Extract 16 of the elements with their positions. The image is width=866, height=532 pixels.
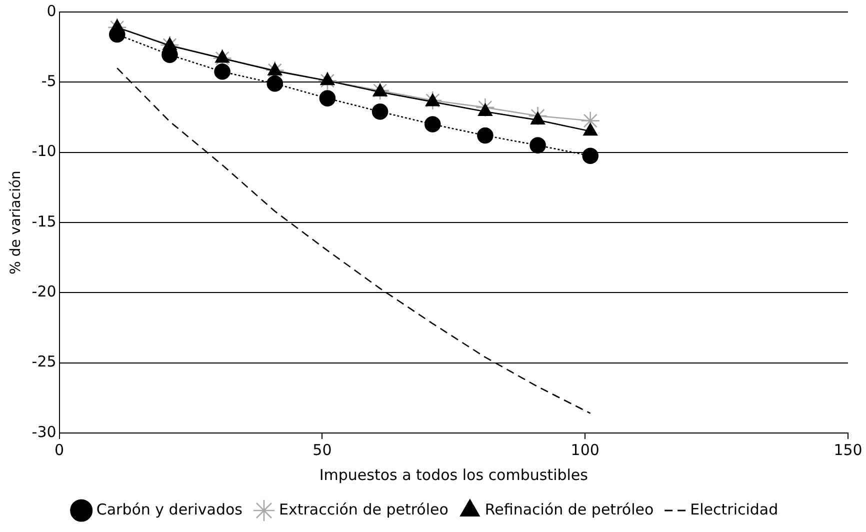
legend-label: Electricidad [690,500,778,518]
x-tick-label: 100 [570,440,600,459]
legend-label: Extracción de petróleo [278,500,448,518]
y-tick-label: -10 [32,142,56,160]
x-axis-title: Impuestos a todos los combustibles [319,466,588,484]
y-tick-label: -25 [32,352,56,371]
legend-label: Carbón y derivados [96,500,243,518]
y-axis-title: % de variación [8,170,24,274]
y-tick-label: -5 [41,72,56,90]
x-tick-label: 150 [834,440,862,459]
y-tick-label: -30 [32,422,56,441]
legend-label: Refinación de petróleo [484,500,654,518]
y-tick-label: -15 [32,212,56,230]
x-tick-label: 50 [312,440,332,459]
y-tick-label: -20 [32,282,56,301]
y-tick-label: 0 [46,2,56,20]
